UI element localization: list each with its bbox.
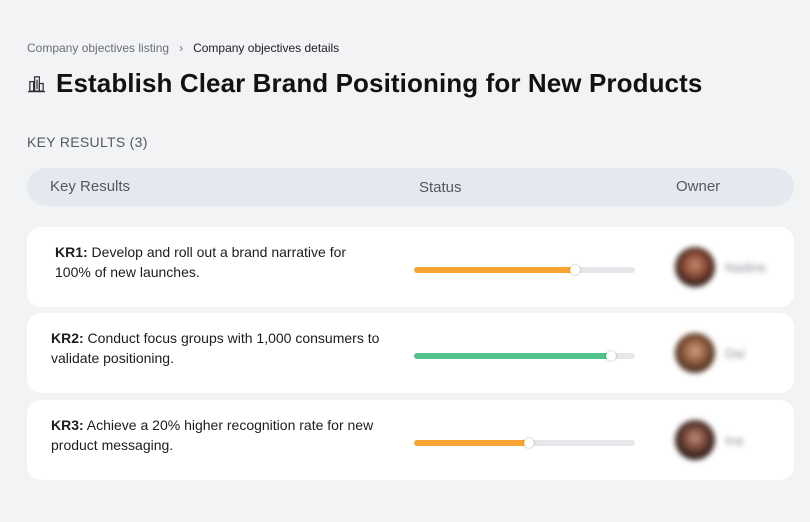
key-result-text: Achieve a 20% higher recognition rate fo… bbox=[51, 417, 374, 453]
objective-header: Establish Clear Brand Positioning for Ne… bbox=[27, 68, 702, 99]
key-result-text: Conduct focus groups with 1,000 consumer… bbox=[51, 330, 380, 366]
page-title: Establish Clear Brand Positioning for Ne… bbox=[56, 68, 703, 98]
breadcrumb-parent-link[interactable]: Company objectives listing bbox=[27, 41, 170, 55]
column-header-key-results: Key Results bbox=[50, 178, 131, 195]
status-progress-handle[interactable] bbox=[605, 351, 616, 361]
column-header-status: Status bbox=[419, 179, 462, 196]
key-result-description: KR1: Develop and roll out a brand narrat… bbox=[55, 242, 385, 282]
key-result-description: KR3: Achieve a 20% higher recognition ra… bbox=[51, 415, 381, 455]
key-result-row-2[interactable]: KR2: Conduct focus groups with 1,000 con… bbox=[27, 313, 794, 393]
breadcrumb: Company objectives listing › Company obj… bbox=[27, 41, 339, 55]
status-progress-bar bbox=[414, 351, 635, 361]
key-result-row-1[interactable]: KR1: Develop and roll out a brand narrat… bbox=[27, 227, 794, 307]
key-result-row-3[interactable]: KR3: Achieve a 20% higher recognition ra… bbox=[27, 400, 794, 480]
key-result-text: Develop and roll out a brand narrative f… bbox=[55, 244, 347, 280]
key-results-count-label: KEY RESULTS (3) bbox=[27, 134, 148, 150]
status-progress-handle[interactable] bbox=[570, 265, 581, 275]
status-progress-bar bbox=[414, 265, 635, 275]
owner-cell: Dai bbox=[675, 333, 745, 373]
status-progress-handle[interactable] bbox=[523, 438, 534, 448]
status-progress-fill bbox=[414, 440, 529, 446]
key-result-code: KR1: bbox=[55, 244, 88, 260]
key-result-code: KR2: bbox=[51, 330, 84, 346]
owner-cell: Nadine bbox=[675, 247, 766, 287]
key-result-description: KR2: Conduct focus groups with 1,000 con… bbox=[51, 328, 381, 368]
owner-name: Nadine bbox=[725, 259, 767, 275]
owner-cell: Ina bbox=[675, 420, 743, 460]
status-progress-fill bbox=[414, 267, 576, 273]
owner-name: Ina bbox=[725, 432, 744, 448]
avatar bbox=[675, 420, 715, 460]
table-header: Key Results Status Owner bbox=[27, 168, 794, 206]
owner-name: Dai bbox=[725, 345, 745, 361]
chevron-right-icon: › bbox=[179, 41, 184, 55]
breadcrumb-current: Company objectives details bbox=[193, 41, 340, 55]
status-progress-fill bbox=[414, 353, 611, 359]
avatar bbox=[675, 333, 715, 373]
status-progress-bar bbox=[414, 438, 635, 448]
column-header-owner: Owner bbox=[676, 178, 721, 195]
key-result-code: KR3: bbox=[51, 417, 84, 433]
building-icon bbox=[27, 76, 46, 93]
avatar bbox=[675, 247, 715, 287]
